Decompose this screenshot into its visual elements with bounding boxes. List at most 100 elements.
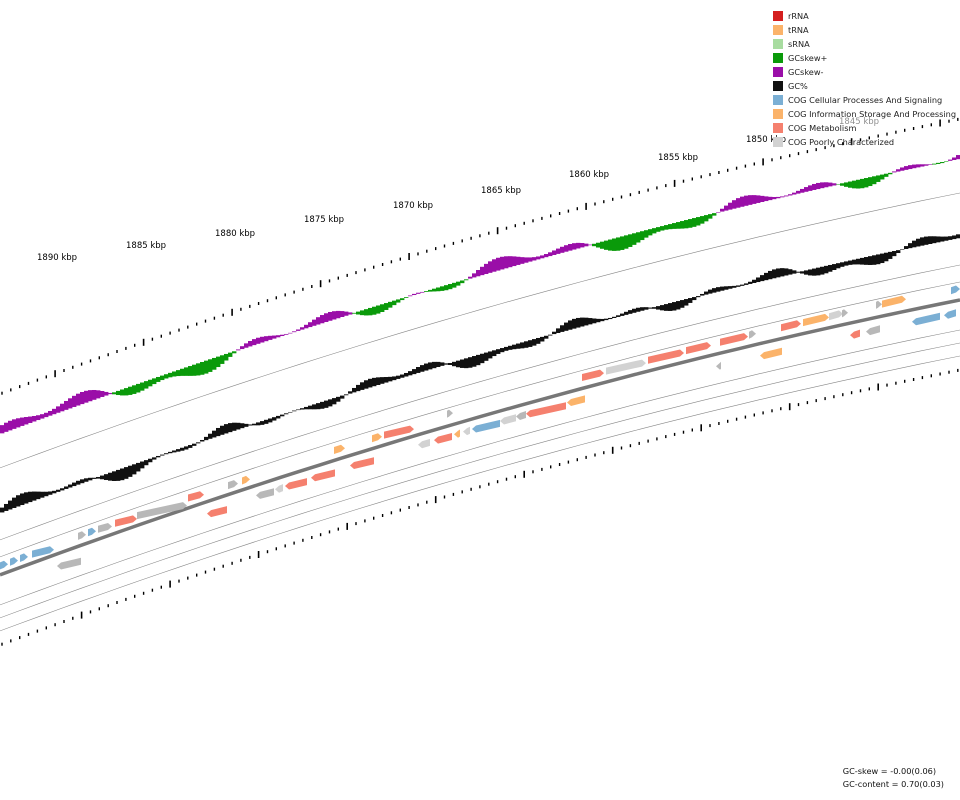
gc-content-bar: [620, 313, 625, 316]
legend-item-cog-poorly: COG Poorly Characterized: [773, 135, 956, 149]
gcskew-minus-bar: [52, 408, 57, 415]
gc-content-bar: [796, 271, 801, 273]
gc-content-bar: [956, 234, 960, 239]
gcskew-plus-bar: [932, 163, 937, 165]
gc-content-bar: [872, 255, 877, 265]
gcskew-plus-bar: [656, 227, 661, 232]
gcskew-minus-bar: [76, 393, 81, 406]
gcskew-plus-bar: [132, 385, 137, 394]
legend-item-rrna: rRNA: [773, 9, 956, 23]
gcskew-plus-bar: [204, 360, 209, 374]
gc-skew-track: [0, 155, 960, 434]
gcskew-minus-bar: [904, 166, 909, 170]
legend-item-srna: sRNA: [773, 37, 956, 51]
gcskew-minus-bar: [516, 256, 521, 265]
gcskew-plus-bar: [148, 379, 153, 387]
gcskew-minus-bar: [68, 398, 73, 409]
gcskew-minus-bar: [572, 243, 577, 250]
gc-content-bar: [200, 439, 205, 442]
gc-content-bar: [560, 325, 565, 332]
gc-content-bar: [128, 465, 133, 477]
gene-arrow: [516, 411, 526, 420]
gcskew-minus-bar: [468, 276, 473, 279]
gc-content-bar: [212, 430, 217, 438]
legend-swatch-cog-cellular: [773, 95, 783, 105]
gc-content-bar: [0, 507, 5, 513]
gene-arrow: [803, 313, 829, 327]
gcskew-plus-bar: [848, 181, 853, 188]
gcskew-minus-bar: [812, 183, 817, 190]
gc-content-bar: [832, 264, 837, 270]
gcskew-plus-bar: [228, 352, 233, 357]
genome-stats: GC-skew = -0.00(0.06) GC-content = 0.70(…: [843, 765, 944, 791]
gc-content-bar: [656, 306, 661, 310]
gcskew-minus-bar: [44, 412, 49, 418]
gc-content-bar: [744, 283, 749, 285]
gcskew-minus-bar: [788, 194, 793, 196]
gc-content-bar: [456, 360, 461, 368]
gcskew-minus-bar: [540, 255, 545, 259]
gcskew-minus-bar: [12, 419, 17, 429]
legend-label: sRNA: [788, 39, 810, 49]
gcskew-minus-bar: [724, 205, 729, 211]
gc-content-bar: [12, 497, 17, 508]
gcskew-plus-bar: [388, 301, 393, 308]
gcskew-plus-bar: [216, 356, 221, 368]
gc-content-bar: [480, 353, 485, 364]
gc-content-bar: [512, 344, 517, 350]
gc-content-bar: [224, 424, 229, 434]
gcskew-minus-bar: [264, 336, 269, 342]
gc-content-bar: [748, 281, 753, 284]
legend-item-cog-metabolism: COG Metabolism: [773, 121, 956, 135]
gene-arrow: [20, 553, 28, 562]
gc-content-bar: [568, 320, 573, 330]
gc-content-bar: [336, 396, 341, 402]
gcskew-minus-bar: [300, 327, 305, 330]
tick-label-1860: 1860 kbp: [569, 170, 609, 180]
gene-arrow: [434, 433, 452, 444]
gc-content-bar: [948, 236, 953, 240]
gcskew-plus-bar: [428, 289, 433, 292]
gc-content-bar: [628, 310, 633, 314]
gcskew-plus-bar: [688, 219, 693, 228]
gcskew-minus-bar: [412, 293, 417, 296]
gcskew-minus-bar: [348, 312, 353, 315]
gcskew-minus-bar: [272, 335, 277, 339]
legend-swatch-gcskew-minus: [773, 67, 783, 77]
gcskew-minus-bar: [36, 415, 41, 421]
gcskew-minus-bar: [288, 332, 293, 334]
gc-content-bar: [504, 346, 509, 351]
gcskew-plus-bar: [456, 281, 461, 286]
gcskew-minus-bar: [88, 390, 93, 402]
coordinate-ticks: [1, 117, 959, 646]
gcskew-plus-bar: [664, 225, 669, 230]
legend-item-gc-percent: GC%: [773, 79, 956, 93]
legend-swatch-cog-poorly: [773, 137, 783, 147]
gc-content-bar: [712, 288, 717, 293]
gc-content-bar: [760, 275, 765, 282]
gcskew-plus-bar: [364, 309, 369, 316]
gcskew-minus-bar: [40, 414, 45, 419]
gcskew-plus-bar: [152, 378, 157, 385]
gcskew-minus-bar: [924, 164, 929, 166]
legend-label: GCskew-: [788, 67, 824, 77]
gc-content-bar: [236, 422, 241, 430]
gc-content-bar: [460, 359, 465, 368]
gcskew-minus-bar: [532, 257, 537, 261]
gcskew-plus-bar: [644, 230, 649, 238]
gcskew-minus-bar: [748, 195, 753, 205]
legend-swatch-gc-percent: [773, 81, 783, 91]
gcskew-minus-bar: [316, 317, 321, 325]
gene-arrow: [98, 523, 112, 533]
gcskew-minus-bar: [488, 261, 493, 273]
tick-label-1865: 1865 kbp: [481, 186, 521, 196]
gene-arrow: [285, 478, 307, 490]
gcskew-minus-bar: [948, 159, 953, 161]
gc-content-bar: [40, 491, 45, 498]
gc-content-bar: [600, 318, 605, 322]
gc-content-bar: [84, 478, 89, 482]
gcskew-minus-bar: [900, 167, 905, 171]
gcskew-minus-bar: [244, 343, 249, 348]
legend-item-cog-cellular: COG Cellular Processes And Signaling: [773, 93, 956, 107]
gc-content-bar: [244, 423, 249, 427]
